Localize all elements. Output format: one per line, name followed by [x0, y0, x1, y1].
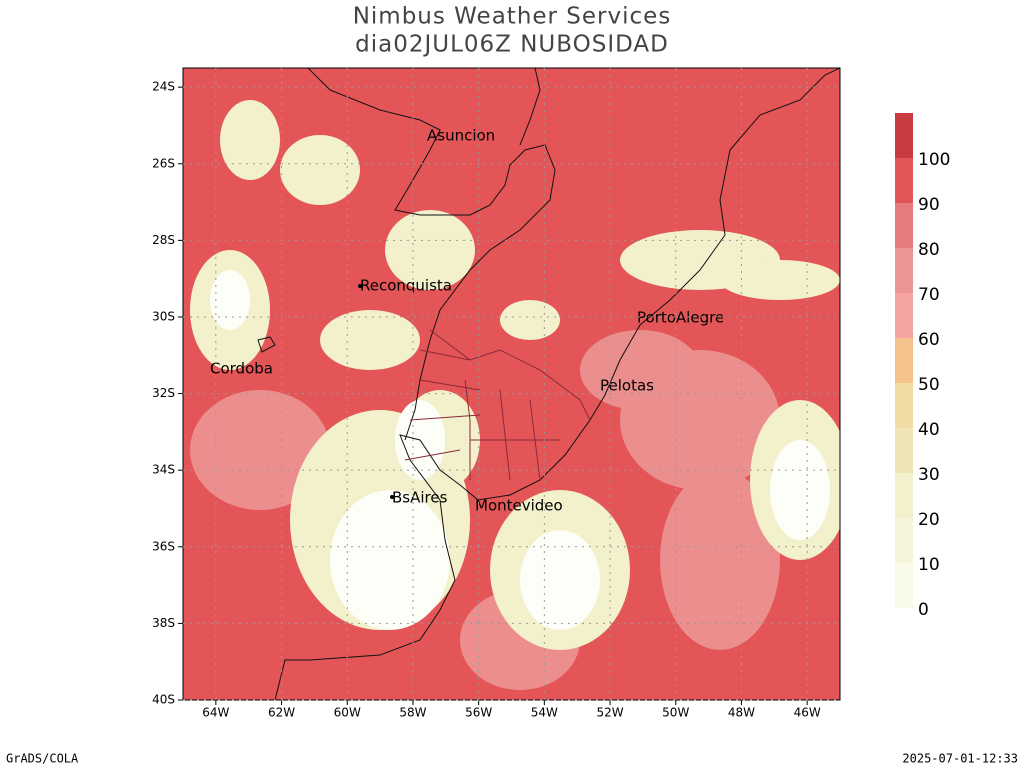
state-borders — [404, 329, 591, 481]
colorbar-label: 30 — [918, 465, 940, 485]
colorbar-segment — [895, 293, 913, 338]
map-frame — [182, 67, 841, 701]
colorbar-label: 90 — [918, 195, 940, 215]
city-label: Montevideo — [475, 497, 563, 515]
city-label: Reconquista — [360, 277, 452, 295]
city-label: Asuncion — [427, 127, 495, 145]
y-tick-label: 26S — [152, 156, 175, 170]
x-tick-label: 54W — [531, 706, 558, 720]
border — [307, 68, 556, 441]
colorbar-segment — [895, 563, 913, 608]
colorbar-label: 70 — [918, 285, 940, 305]
city-label: BsAires — [392, 489, 448, 507]
city-dot — [390, 495, 394, 499]
colorbar-label: 100 — [918, 150, 950, 170]
colorbar-segment — [895, 473, 913, 518]
colorbar-segment — [895, 428, 913, 473]
y-tick-label: 40S — [152, 693, 175, 707]
x-tick-label: 62W — [268, 706, 295, 720]
lake — [257, 336, 276, 353]
colorbar-label: 50 — [918, 375, 940, 395]
x-tick-label: 56W — [465, 706, 492, 720]
y-tick-label: 32S — [152, 386, 175, 400]
y-tick-label: 28S — [152, 233, 175, 247]
y-tick-label: 36S — [152, 539, 175, 553]
x-tick-label: 50W — [662, 706, 689, 720]
cities: Asuncion Reconquista Cordoba PortoAlegre… — [210, 127, 724, 515]
colorbar-label: 20 — [918, 510, 940, 530]
subtitle: dia02JUL06Z NUBOSIDAD — [355, 32, 669, 58]
coastline — [274, 68, 840, 700]
title: Nimbus Weather Services — [353, 4, 672, 30]
x-tick-label: 52W — [596, 706, 623, 720]
colorbar-segment — [895, 203, 913, 248]
colorbar-label: 10 — [918, 555, 940, 575]
colorbar-label: 80 — [918, 240, 940, 260]
border — [519, 68, 541, 146]
y-tick-label: 24S — [152, 80, 175, 94]
colorbar-segment — [895, 383, 913, 428]
city-label: Pelotas — [600, 377, 654, 395]
y-tick-label: 38S — [152, 616, 175, 630]
colorbar-segment — [895, 158, 913, 203]
footer-left: GrADS/COLA — [6, 752, 79, 766]
colorbar-segment — [895, 113, 913, 158]
x-tick-label: 58W — [399, 706, 426, 720]
footer-right: 2025-07-01-12:33 — [902, 752, 1018, 766]
x-tick-label: 46W — [794, 706, 821, 720]
colorbar-label: 0 — [918, 600, 929, 620]
city-label: PortoAlegre — [637, 309, 724, 327]
colorbar-label: 40 — [918, 420, 940, 440]
x-tick-label: 48W — [728, 706, 755, 720]
cloud-field — [183, 68, 840, 700]
y-tick-label: 34S — [152, 463, 175, 477]
x-tick-label: 64W — [202, 706, 229, 720]
colorbar-segment — [895, 248, 913, 293]
colorbar-segment — [895, 518, 913, 563]
x-tick-label: 60W — [334, 706, 361, 720]
city-dot — [358, 284, 362, 288]
colorbar-label: 60 — [918, 330, 940, 350]
y-tick-label: 30S — [152, 309, 175, 323]
colorbar-segment — [895, 338, 913, 383]
city-label: Cordoba — [210, 360, 273, 378]
